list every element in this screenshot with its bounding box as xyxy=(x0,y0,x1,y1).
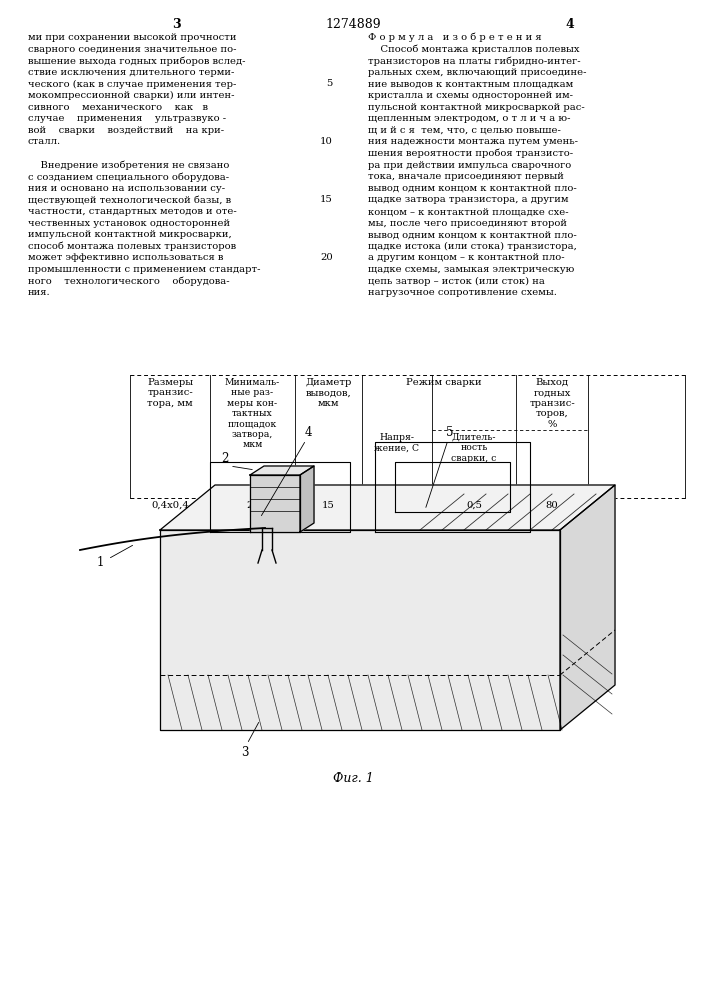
Text: мокомпрессионной сварки) или интен-: мокомпрессионной сварки) или интен- xyxy=(28,91,235,100)
Text: 2: 2 xyxy=(221,452,228,464)
Text: 20: 20 xyxy=(320,253,333,262)
Polygon shape xyxy=(300,466,314,532)
Text: щадке затвора транзистора, а другим: щадке затвора транзистора, а другим xyxy=(368,195,568,204)
Text: вывод одним концом к контактной пло-: вывод одним концом к контактной пло- xyxy=(368,184,577,193)
Text: щадке схемы, замыкая электрическую: щадке схемы, замыкая электрическую xyxy=(368,265,574,274)
Text: Фиг. 1: Фиг. 1 xyxy=(332,772,373,785)
Text: транзисторов на платы гибридно-интег-: транзисторов на платы гибридно-интег- xyxy=(368,56,580,66)
Text: ного    технологического    оборудова-: ного технологического оборудова- xyxy=(28,277,230,286)
Text: сварного соединения значительное по-: сварного соединения значительное по- xyxy=(28,45,237,54)
Text: сивного    механического    как   в: сивного механического как в xyxy=(28,103,208,112)
Text: 3: 3 xyxy=(241,746,249,758)
Text: вой    сварки    воздействий    на кри-: вой сварки воздействий на кри- xyxy=(28,126,224,135)
Text: 80: 80 xyxy=(546,501,559,510)
Text: мы, после чего присоединяют второй: мы, после чего присоединяют второй xyxy=(368,219,567,228)
Text: кристалла и схемы односторонней им-: кристалла и схемы односторонней им- xyxy=(368,91,573,100)
Text: Внедрение изобретения не связано: Внедрение изобретения не связано xyxy=(28,161,229,170)
Text: 15: 15 xyxy=(320,195,333,204)
Text: Размеры
транзис-
тора, мм: Размеры транзис- тора, мм xyxy=(147,378,193,408)
Text: тока, вначале присоединяют первый: тока, вначале присоединяют первый xyxy=(368,172,564,181)
Text: ми при сохранении высокой прочности: ми при сохранении высокой прочности xyxy=(28,33,237,42)
Text: Диаметр
выводов,
мкм: Диаметр выводов, мкм xyxy=(305,378,351,408)
Polygon shape xyxy=(250,475,300,532)
Text: пульсной контактной микросваркой рас-: пульсной контактной микросваркой рас- xyxy=(368,103,585,112)
Text: частности, стандартных методов и оте-: частности, стандартных методов и оте- xyxy=(28,207,237,216)
Text: с созданием специального оборудова-: с созданием специального оборудова- xyxy=(28,172,229,182)
Text: может эффективно использоваться в: может эффективно использоваться в xyxy=(28,253,223,262)
Text: ствие исключения длительного терми-: ствие исключения длительного терми- xyxy=(28,68,235,77)
Text: 15: 15 xyxy=(322,501,335,510)
Text: Напря-
жение, С: Напря- жение, С xyxy=(375,433,419,452)
Text: 1: 1 xyxy=(96,556,104,568)
Text: промышленности с применением стандарт-: промышленности с применением стандарт- xyxy=(28,265,260,274)
Text: 4: 4 xyxy=(566,18,574,31)
Text: вышение выхода годных приборов вслед-: вышение выхода годных приборов вслед- xyxy=(28,56,245,66)
Text: концом – к контактной площадке схе-: концом – к контактной площадке схе- xyxy=(368,207,568,216)
Text: Ф о р м у л а   и з о б р е т е н и я: Ф о р м у л а и з о б р е т е н и я xyxy=(368,33,542,42)
Text: Минималь-
ные раз-
меры кон-
тактных
площадок
затвора,
мкм: Минималь- ные раз- меры кон- тактных пло… xyxy=(225,378,280,449)
Text: ния и основано на использовании су-: ния и основано на использовании су- xyxy=(28,184,225,193)
Text: 4: 4 xyxy=(304,426,312,438)
Text: шения вероятности пробоя транзисто-: шения вероятности пробоя транзисто- xyxy=(368,149,573,158)
Text: 1274889: 1274889 xyxy=(325,18,381,31)
Polygon shape xyxy=(160,530,560,730)
Text: Длитель-
ность
сварки, с: Длитель- ность сварки, с xyxy=(451,433,497,463)
Text: щепленным электродом, о т л и ч а ю-: щепленным электродом, о т л и ч а ю- xyxy=(368,114,571,123)
Text: 5: 5 xyxy=(327,79,333,88)
Text: ческого (как в случае применения тер-: ческого (как в случае применения тер- xyxy=(28,79,236,89)
Text: нагрузочное сопротивление схемы.: нагрузочное сопротивление схемы. xyxy=(368,288,557,297)
Polygon shape xyxy=(250,466,314,475)
Text: Способ монтажа кристаллов полевых: Способ монтажа кристаллов полевых xyxy=(368,45,580,54)
Text: цепь затвор – исток (или сток) на: цепь затвор – исток (или сток) на xyxy=(368,277,545,286)
Text: случае    применения    ультразвуко -: случае применения ультразвуко - xyxy=(28,114,226,123)
Text: 5: 5 xyxy=(446,426,454,438)
Text: ния.: ния. xyxy=(28,288,51,297)
Text: вывод одним концом к контактной пло-: вывод одним концом к контактной пло- xyxy=(368,230,577,239)
Text: импульсной контактной микросварки,: импульсной контактной микросварки, xyxy=(28,230,232,239)
Text: 0,4х0,4: 0,4х0,4 xyxy=(151,501,189,510)
Text: щ и й с я  тем, что, с целью повыше-: щ и й с я тем, что, с целью повыше- xyxy=(368,126,561,135)
Text: ние выводов к контактным площадкам: ние выводов к контактным площадкам xyxy=(368,79,573,88)
Text: 3: 3 xyxy=(172,18,180,31)
Text: чественных установок односторонней: чественных установок односторонней xyxy=(28,219,230,228)
Polygon shape xyxy=(160,485,615,530)
Text: ра при действии импульса сварочного: ра при действии импульса сварочного xyxy=(368,161,571,170)
Text: а другим концом – к контактной пло-: а другим концом – к контактной пло- xyxy=(368,253,565,262)
Text: 20: 20 xyxy=(246,501,259,510)
Text: Выход
годных
транзис-
торов,
%: Выход годных транзис- торов, % xyxy=(529,378,575,429)
Text: ральных схем, включающий присоедине-: ральных схем, включающий присоедине- xyxy=(368,68,587,77)
Text: щадке истока (или стока) транзистора,: щадке истока (или стока) транзистора, xyxy=(368,242,577,251)
Text: сталл.: сталл. xyxy=(28,137,61,146)
Text: 10: 10 xyxy=(320,137,333,146)
Text: ществующей технологической базы, в: ществующей технологической базы, в xyxy=(28,195,231,205)
Text: способ монтажа полевых транзисторов: способ монтажа полевых транзисторов xyxy=(28,242,236,251)
Polygon shape xyxy=(560,485,615,730)
Text: 0,5: 0,5 xyxy=(466,501,482,510)
Text: Режим сварки: Режим сварки xyxy=(407,378,481,387)
Text: ния надежности монтажа путем умень-: ния надежности монтажа путем умень- xyxy=(368,137,578,146)
